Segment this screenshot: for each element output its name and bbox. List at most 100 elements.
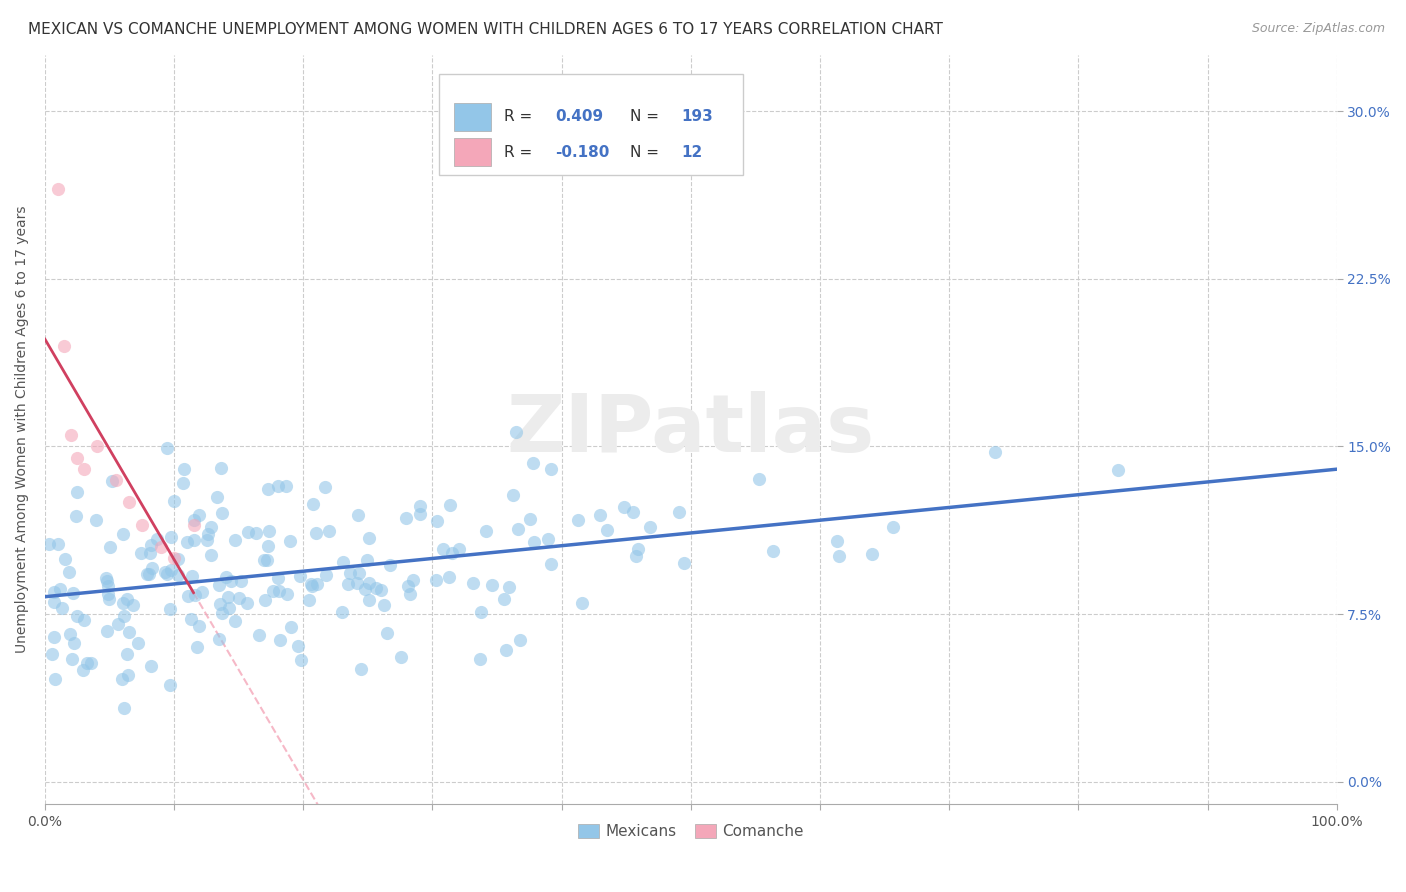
Point [519,511,541,525]
Point [156,567,179,582]
Point [42,595,65,609]
Point [596,523,619,537]
Point [827,549,849,563]
Point [257,482,280,496]
Point [62,636,84,650]
Text: R =: R = [503,110,537,124]
Point [347,566,370,580]
Point [173,461,195,475]
Point [298,593,321,607]
Point [208,578,231,592]
Point [172,475,194,490]
Point [195,533,218,547]
Bar [454,138,491,166]
Point [437,570,460,584]
Point [97,587,120,601]
Point [86,440,108,454]
Point [65,508,87,523]
Point [163,494,186,508]
Point [494,592,516,607]
Point [146,533,169,547]
Point [506,522,529,536]
Point [396,579,419,593]
Point [475,524,498,538]
Point [238,524,260,539]
Point [257,524,280,538]
Point [110,672,132,686]
Point [117,668,139,682]
Point [267,479,290,493]
Point [253,553,276,567]
Point [141,561,163,575]
Point [408,499,430,513]
Point [984,445,1007,459]
Point [346,576,368,591]
Point [537,532,560,546]
Text: 12: 12 [682,145,703,160]
Point [315,568,337,582]
Point [118,625,141,640]
Text: MEXICAN VS COMANCHE UNEMPLOYMENT AMONG WOMEN WITH CHILDREN AGES 6 TO 17 YEARS CO: MEXICAN VS COMANCHE UNEMPLOYMENT AMONG W… [28,22,943,37]
Point [337,577,360,591]
Point [287,640,309,654]
Point [112,596,135,610]
Point [290,653,312,667]
Point [129,546,152,560]
Point [449,541,471,556]
Point [276,587,298,601]
Point [98,540,121,554]
Point [425,573,447,587]
Point [278,533,301,548]
Point [186,640,208,654]
Point [257,539,280,553]
Point [470,606,492,620]
Point [94,571,117,585]
Point [180,569,202,583]
Point [245,525,267,540]
Point [183,517,205,532]
Point [668,505,690,519]
Point [66,485,89,500]
Point [139,546,162,560]
Point [882,520,904,534]
Point [44,673,66,687]
Point [180,612,202,626]
Point [349,662,371,676]
Point [112,701,135,715]
Point [160,530,183,544]
Point [53,552,76,566]
Point [58,565,80,579]
Point [127,635,149,649]
Point [389,650,412,665]
Point [627,542,650,557]
Point [205,490,228,504]
Y-axis label: Unemployment Among Women with Children Ages 6 to 17 years: Unemployment Among Women with Children A… [15,206,30,654]
Point [135,567,157,582]
Point [262,584,284,599]
Point [588,508,610,522]
Point [402,573,425,587]
Point [378,558,401,573]
Point [101,474,124,488]
Text: 0.409: 0.409 [555,110,603,124]
Point [498,580,520,594]
Point [139,538,162,552]
Point [48,582,70,596]
Point [375,626,398,640]
Point [762,544,785,558]
Point [159,601,181,615]
Point [218,600,240,615]
Point [269,633,291,648]
Point [495,643,517,657]
Point [305,577,328,591]
Point [339,566,361,580]
Point [176,535,198,549]
Point [62,585,84,599]
Text: Source: ZipAtlas.com: Source: ZipAtlas.com [1251,22,1385,36]
Point [359,593,381,607]
Point [254,593,277,607]
Point [188,508,211,522]
Point [330,605,353,619]
Point [318,524,340,539]
Point [38,537,60,551]
